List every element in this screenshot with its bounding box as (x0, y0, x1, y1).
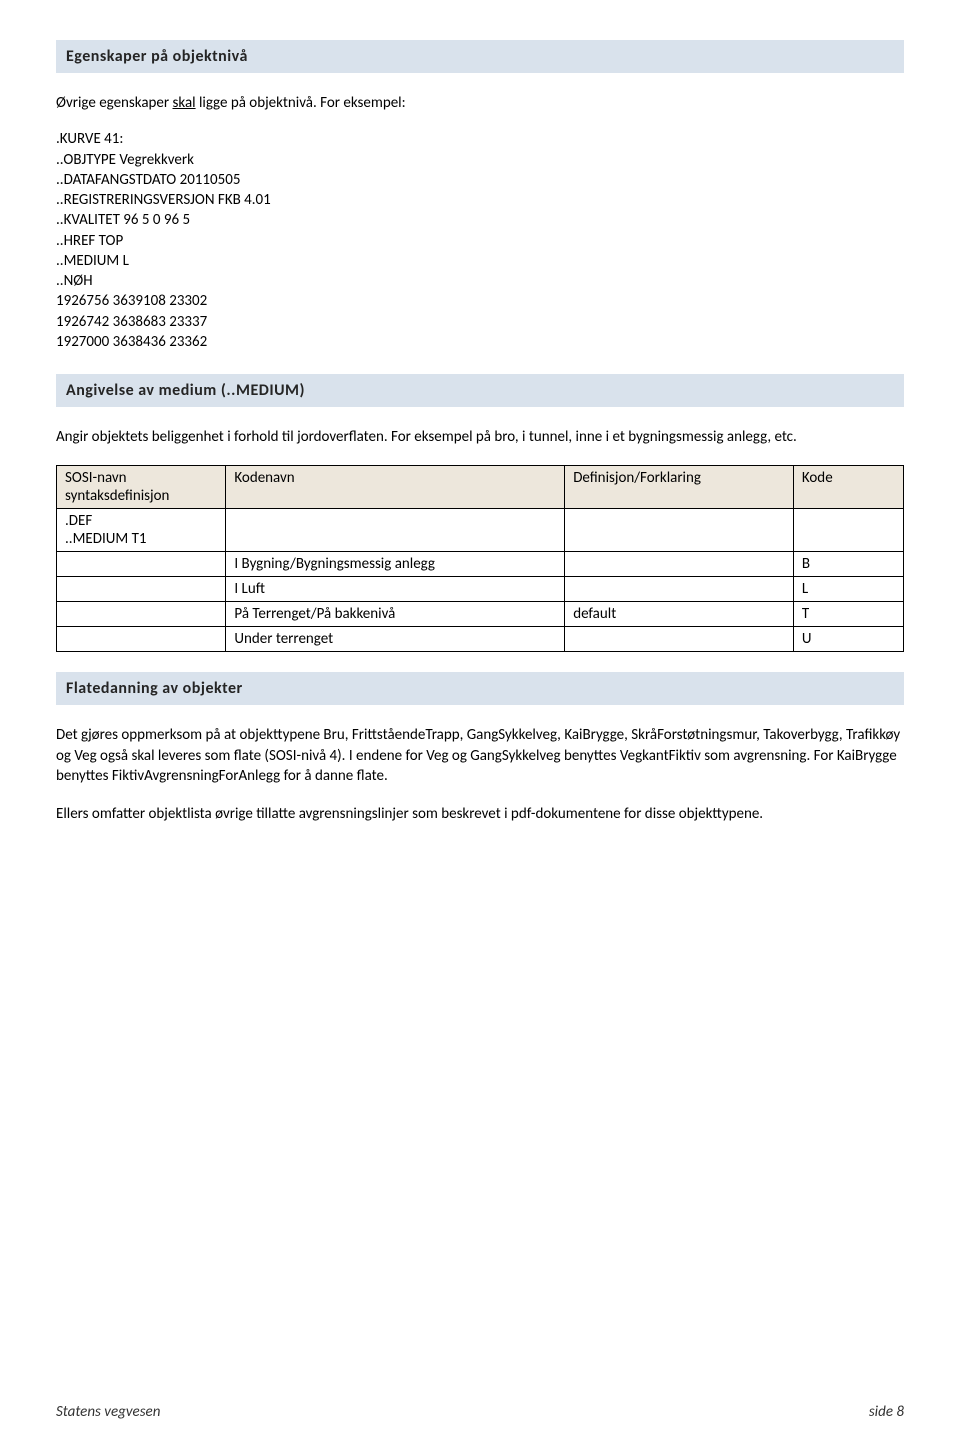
medium-codes-table: SOSI-navn syntaksdefinisjon Kodenavn Def… (56, 465, 904, 652)
code-line: ..MEDIUM L (56, 251, 904, 271)
footer-left: Statens vegvesen (56, 1403, 160, 1421)
code-line: ..HREF TOP (56, 231, 904, 251)
code-line: ..KVALITET 96 5 0 96 5 (56, 210, 904, 230)
table-cell (565, 509, 794, 552)
code-example-block: .KURVE 41: ..OBJTYPE Vegrekkverk ..DATAF… (56, 129, 904, 352)
intro-suffix: ligge på objektnivå. For eksempel: (196, 94, 406, 112)
header-line: SOSI-navn (65, 469, 217, 487)
medium-description: Angir objektets beliggenhet i forhold ti… (56, 427, 904, 447)
table-cell: T (793, 602, 903, 627)
intro-underlined: skal (173, 94, 196, 112)
table-cell (57, 577, 226, 602)
section-heading-medium: Angivelse av medium (..MEDIUM) (56, 374, 904, 407)
table-row: På Terrenget/På bakkenivå default T (57, 602, 904, 627)
code-line: 1927000 3638436 23362 (56, 332, 904, 352)
table-cell: .DEF ..MEDIUM T1 (57, 509, 226, 552)
header-line: syntaksdefinisjon (65, 487, 217, 505)
section-heading-egenskaper: Egenskaper på objektnivå (56, 40, 904, 73)
table-cell (793, 509, 903, 552)
table-cell (565, 577, 794, 602)
code-line: 1926742 3638683 23337 (56, 312, 904, 332)
table-cell: B (793, 552, 903, 577)
table-cell (57, 627, 226, 652)
table-header-kodenavn: Kodenavn (226, 466, 565, 509)
table-header-definisjon: Definisjon/Forklaring (565, 466, 794, 509)
table-row: I Luft L (57, 577, 904, 602)
table-cell: default (565, 602, 794, 627)
table-header-kode: Kode (793, 466, 903, 509)
table-row: I Bygning/Bygningsmessig anlegg B (57, 552, 904, 577)
cell-line: .DEF (65, 512, 217, 530)
table-cell (565, 627, 794, 652)
table-row: Under terrenget U (57, 627, 904, 652)
table-cell: Under terrenget (226, 627, 565, 652)
table-cell: I Luft (226, 577, 565, 602)
flate-paragraph-2: Ellers omfatter objektlista øvrige tilla… (56, 804, 904, 824)
table-header-sosi: SOSI-navn syntaksdefinisjon (57, 466, 226, 509)
code-line: 1926756 3639108 23302 (56, 291, 904, 311)
table-row: .DEF ..MEDIUM T1 (57, 509, 904, 552)
intro-paragraph: Øvrige egenskaper skal ligge på objektni… (56, 93, 904, 113)
table-cell: U (793, 627, 903, 652)
footer-right: side 8 (869, 1403, 904, 1421)
table-cell: På Terrenget/På bakkenivå (226, 602, 565, 627)
code-line: ..DATAFANGSTDATO 20110505 (56, 170, 904, 190)
section-heading-flatedanning: Flatedanning av objekter (56, 672, 904, 705)
table-cell: L (793, 577, 903, 602)
page-footer: Statens vegvesen side 8 (56, 1403, 904, 1421)
code-line: .KURVE 41: (56, 129, 904, 149)
table-cell (57, 602, 226, 627)
table-cell (57, 552, 226, 577)
code-line: ..NØH (56, 271, 904, 291)
cell-line: ..MEDIUM T1 (65, 530, 217, 548)
table-cell: I Bygning/Bygningsmessig anlegg (226, 552, 565, 577)
intro-prefix: Øvrige egenskaper (56, 94, 173, 112)
code-line: ..REGISTRERINGSVERSJON FKB 4.01 (56, 190, 904, 210)
flate-paragraph-1: Det gjøres oppmerksom på at objekttypene… (56, 725, 904, 786)
table-cell (565, 552, 794, 577)
code-line: ..OBJTYPE Vegrekkverk (56, 150, 904, 170)
table-cell (226, 509, 565, 552)
